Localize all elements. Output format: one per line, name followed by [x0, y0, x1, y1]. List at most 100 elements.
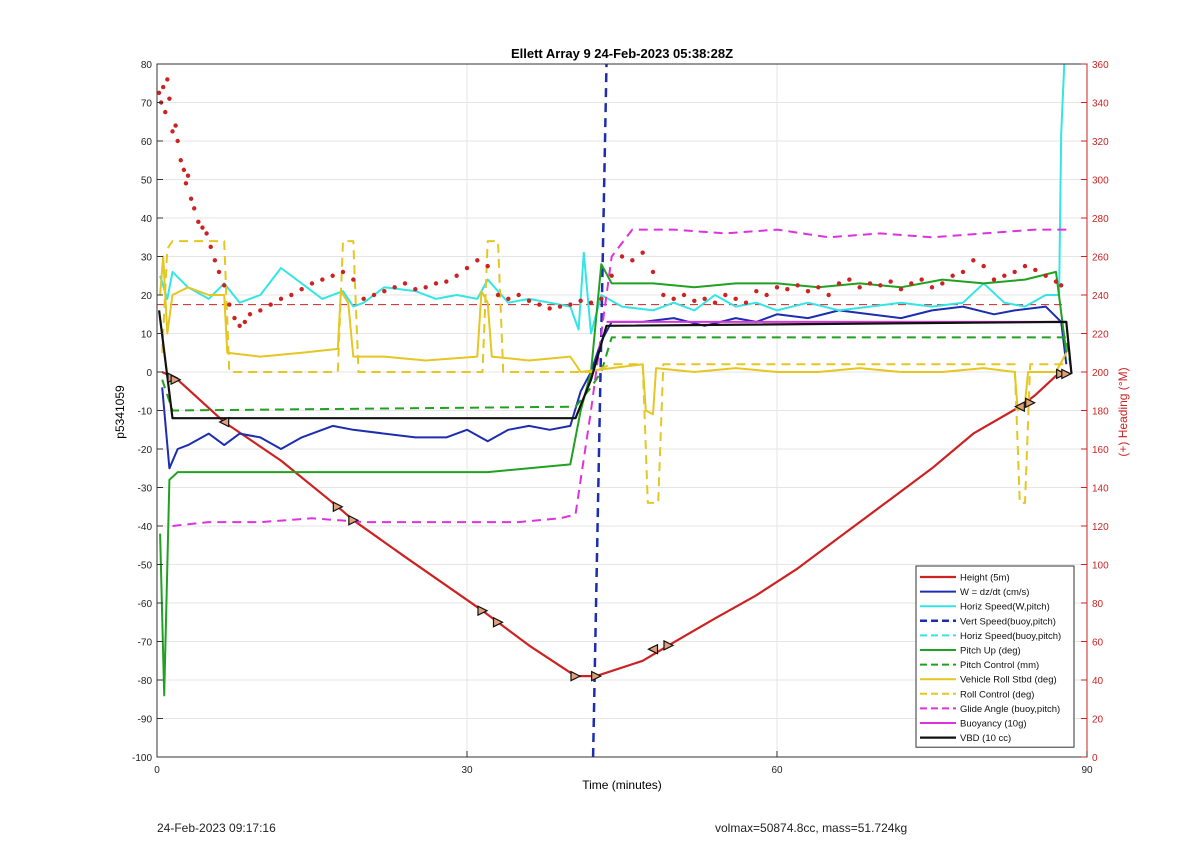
series-line-3	[591, 63, 608, 758]
heading-dot	[888, 279, 893, 284]
heading-dot	[971, 258, 976, 263]
heading-dot	[278, 296, 284, 302]
heading-dot	[847, 277, 852, 282]
heading-dot	[165, 77, 170, 82]
x-axis-label: Time (minutes)	[582, 778, 662, 792]
legend-label: Vehicle Roll Stbd (deg)	[960, 675, 1057, 686]
y-tick-label: -30	[138, 484, 153, 495]
heading-dot	[836, 281, 842, 286]
heading-dot	[692, 298, 697, 303]
y2-tick-label: 40	[1092, 676, 1104, 687]
heading-dot	[330, 273, 335, 278]
heading-dot	[909, 281, 914, 286]
heading-dot	[221, 283, 227, 288]
marker-triangle	[647, 643, 659, 655]
heading-dot	[1058, 283, 1064, 288]
y2-tick-label: 60	[1092, 638, 1104, 649]
y2-tick-label: 320	[1092, 137, 1109, 148]
heading-dot	[640, 250, 645, 255]
heading-dot	[227, 302, 232, 307]
heading-dot	[196, 219, 201, 225]
heading-dot	[898, 287, 904, 292]
heading-dot	[382, 288, 387, 294]
heading-dot	[268, 302, 273, 307]
y-tick-label: 70	[141, 99, 153, 110]
marker-triangle	[1013, 401, 1025, 413]
heading-dot	[208, 244, 213, 250]
heading-dot	[181, 167, 187, 173]
heading-dot	[960, 269, 966, 275]
series-line-1	[161, 305, 1068, 470]
heading-dot	[454, 273, 459, 278]
marker-triangle	[591, 670, 603, 682]
heading-dot	[1053, 279, 1059, 284]
heading-dot	[175, 138, 180, 144]
heading-dot	[1033, 267, 1038, 273]
heading-dot	[919, 277, 924, 282]
heading-dot	[163, 109, 168, 115]
heading-dot	[557, 304, 563, 309]
y2-tick-label: 100	[1092, 561, 1109, 572]
legend-label: Pitch Up (deg)	[960, 646, 1021, 657]
y-tick-label: -80	[138, 676, 153, 687]
heading-dot	[826, 292, 831, 298]
y-tick-label: -100	[132, 753, 152, 764]
y-tick-label: -10	[138, 407, 153, 418]
legend-label: Buoyancy (10g)	[960, 719, 1027, 730]
heading-dot	[1043, 273, 1048, 278]
heading-dot	[242, 319, 248, 325]
heading-dot	[743, 300, 749, 305]
marker-triangle	[170, 374, 182, 386]
y2-tick-label: 120	[1092, 522, 1109, 533]
series-line-2	[159, 63, 1066, 335]
legend-label: Horiz Speed(buoy,pitch)	[960, 631, 1061, 642]
y-tick-label: 20	[141, 291, 153, 302]
heading-dot	[785, 287, 790, 292]
series-line-11	[158, 310, 1073, 420]
heading-dot	[167, 96, 172, 101]
heading-dot	[991, 277, 997, 282]
heading-dot	[170, 129, 175, 134]
heading-dot	[857, 285, 862, 290]
y-tick-label: -40	[138, 522, 153, 533]
y2-tick-label: 140	[1092, 484, 1109, 495]
x-tick-label: 60	[771, 765, 783, 776]
heading-dot	[878, 283, 883, 288]
y-axis-label: p5341059	[113, 385, 127, 439]
heading-dot	[299, 287, 304, 292]
heading-dot	[433, 281, 439, 286]
y-tick-label: -60	[138, 599, 153, 610]
footer-timestamp: 24-Feb-2023 09:17:16	[157, 821, 276, 835]
y2-tick-label: 240	[1092, 291, 1109, 302]
heading-dot	[320, 277, 325, 282]
marker-triangle	[1025, 397, 1037, 409]
heading-dot	[681, 292, 687, 298]
heading-dot	[485, 263, 490, 269]
heading-dot	[178, 158, 183, 163]
y-tick-label: 60	[141, 137, 153, 148]
heading-dot	[161, 84, 166, 90]
y2-tick-label: 300	[1092, 176, 1109, 187]
y2-tick-label: 340	[1092, 99, 1109, 110]
heading-dot	[361, 296, 366, 302]
marker-triangle	[332, 501, 344, 513]
heading-dot	[444, 279, 449, 284]
heading-dot	[258, 308, 263, 313]
y2-tick-label: 200	[1092, 368, 1109, 379]
heading-dot	[1022, 263, 1028, 269]
legend-label: W = dz/dt (cm/s)	[960, 587, 1029, 598]
heading-dot	[702, 296, 707, 302]
heading-dot	[764, 292, 769, 298]
marker-triangle	[570, 670, 582, 682]
heading-dot	[661, 292, 666, 298]
heading-dot	[413, 287, 418, 292]
heading-dot	[212, 258, 218, 263]
heading-dot	[340, 269, 346, 275]
heading-dot	[816, 285, 821, 290]
heading-dot	[392, 285, 397, 290]
heading-dot	[192, 206, 197, 211]
heading-dot	[537, 302, 542, 307]
y-tick-label: -90	[138, 715, 153, 726]
heading-dot	[475, 258, 480, 263]
heading-dot	[588, 300, 594, 305]
